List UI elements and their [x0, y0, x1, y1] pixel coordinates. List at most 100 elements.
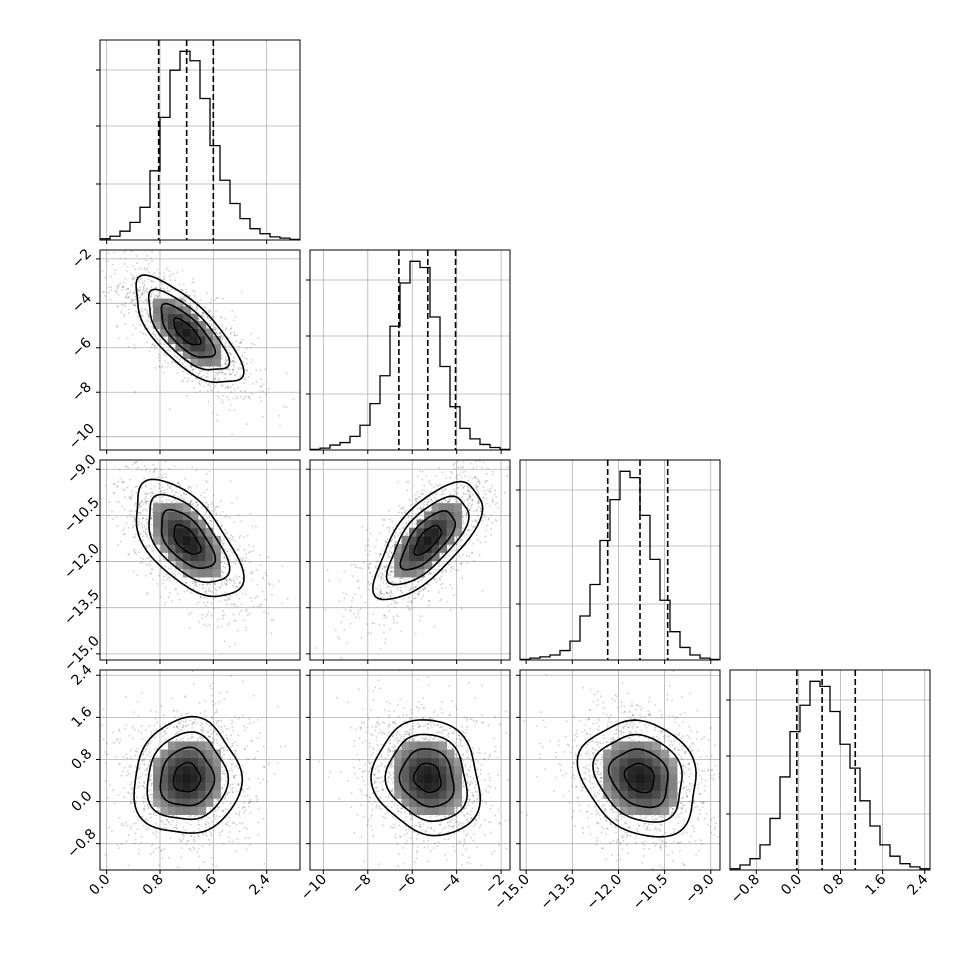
sample-point [376, 599, 379, 602]
sample-point [142, 332, 145, 335]
sample-point [357, 580, 360, 583]
sample-point [222, 802, 225, 805]
sample-point [215, 513, 217, 516]
sample-point [118, 500, 121, 503]
sample-point [232, 359, 235, 362]
sample-point [217, 799, 220, 802]
sample-point [163, 603, 166, 606]
sample-point [136, 574, 138, 577]
sample-point [146, 769, 148, 772]
density-cell [438, 544, 448, 553]
sample-point [243, 619, 246, 622]
sample-point [239, 341, 242, 344]
sample-point [176, 572, 179, 575]
density-cell [416, 527, 425, 537]
sample-point [221, 770, 224, 773]
sample-point [151, 250, 154, 253]
sample-point [474, 475, 476, 478]
sample-point [451, 587, 454, 590]
sample-point [206, 481, 209, 484]
sample-point [462, 461, 465, 463]
sample-point [210, 579, 213, 582]
sample-point [211, 602, 214, 605]
sample-point [449, 561, 452, 564]
sample-point [364, 544, 367, 547]
sample-point [193, 387, 195, 390]
sample-point [138, 511, 140, 514]
sample-point [130, 788, 133, 791]
sample-point [155, 814, 157, 817]
density-cell [168, 519, 177, 529]
density-cell [182, 306, 191, 315]
sample-point [150, 507, 153, 510]
sample-point [382, 518, 385, 521]
sample-point [119, 257, 122, 260]
sample-point [139, 562, 142, 564]
sample-point [239, 342, 241, 345]
sample-point [118, 444, 120, 446]
sample-point [177, 481, 180, 484]
sample-point [198, 827, 200, 830]
sample-point [427, 500, 429, 503]
sample-point [167, 577, 169, 579]
sample-point [211, 717, 214, 719]
sample-point [214, 808, 217, 811]
sample-point [152, 813, 155, 816]
sample-point [169, 487, 172, 490]
density-cell [175, 328, 184, 337]
sample-point [363, 561, 365, 564]
sample-point [378, 624, 381, 626]
sample-point [144, 532, 147, 534]
sample-point [414, 585, 417, 588]
density-cell [153, 511, 162, 521]
sample-point [165, 476, 168, 478]
sample-point [392, 616, 395, 618]
sample-point [414, 499, 417, 502]
sample-point [226, 550, 229, 553]
sample-point [110, 275, 113, 278]
sample-point [214, 711, 216, 714]
sample-point [174, 355, 176, 357]
sample-point [391, 565, 394, 568]
sample-point [141, 522, 144, 525]
sample-point [421, 579, 423, 582]
sample-point [442, 493, 445, 495]
sample-point [168, 579, 171, 582]
sample-point [126, 516, 129, 519]
sample-point [391, 592, 393, 595]
sample-point [142, 509, 144, 512]
sample-point [376, 587, 379, 590]
density-cell [168, 328, 177, 337]
sample-point [180, 856, 183, 859]
sample-point [451, 565, 454, 568]
sample-point [156, 754, 159, 757]
sample-point [528, 454, 530, 456]
sample-point [255, 595, 258, 598]
sample-point [405, 509, 408, 512]
density-cell [197, 552, 206, 562]
sample-point [127, 864, 130, 867]
sample-point [221, 399, 224, 402]
sample-point [223, 556, 226, 559]
sample-point [152, 280, 155, 283]
sample-point [468, 495, 471, 498]
sample-point [141, 293, 144, 295]
sample-point [385, 564, 388, 567]
density-cell [175, 527, 184, 537]
sample-point [183, 296, 185, 299]
sample-point [496, 501, 498, 504]
sample-point [244, 559, 247, 562]
sample-point [203, 496, 206, 499]
sample-point [145, 288, 148, 291]
sample-point [394, 542, 397, 545]
sample-point [469, 539, 472, 542]
sample-point [359, 595, 362, 598]
sample-point [410, 514, 413, 517]
sample-point [139, 299, 142, 302]
sample-point [463, 493, 465, 495]
sample-point [216, 419, 219, 422]
sample-point [422, 506, 424, 508]
sample-point [139, 286, 141, 289]
sample-point [128, 734, 131, 737]
sample-point [115, 516, 118, 519]
